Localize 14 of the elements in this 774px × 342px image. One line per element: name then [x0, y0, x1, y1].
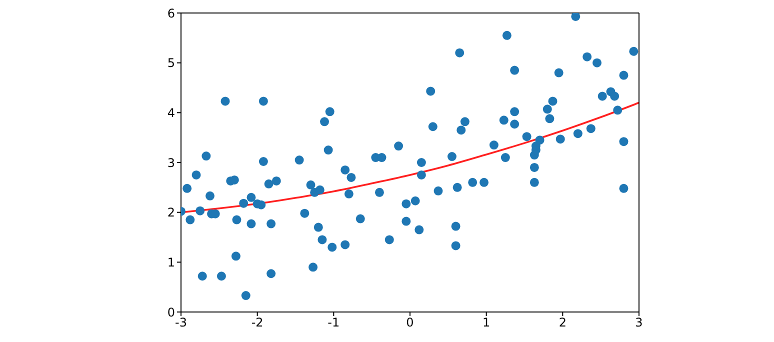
- x-tick-label: 1: [482, 316, 490, 330]
- x-tick-label: -2: [251, 316, 264, 330]
- x-tick-label: 0: [406, 316, 414, 330]
- y-tick-label: 6: [167, 6, 175, 20]
- y-tick-label: 1: [167, 255, 175, 270]
- y-tick-label: 3: [167, 156, 175, 170]
- x-tick-label: -1: [328, 316, 340, 330]
- y-tick-label: 2: [167, 206, 175, 220]
- y-tick-label: 0: [167, 305, 175, 320]
- x-tick-label: 3: [635, 316, 643, 330]
- x-tick-label: 2: [558, 316, 566, 330]
- y-tick-label: 5: [167, 56, 175, 70]
- x-tick-label: -3: [175, 316, 187, 330]
- y-tick-label: 4: [167, 106, 175, 120]
